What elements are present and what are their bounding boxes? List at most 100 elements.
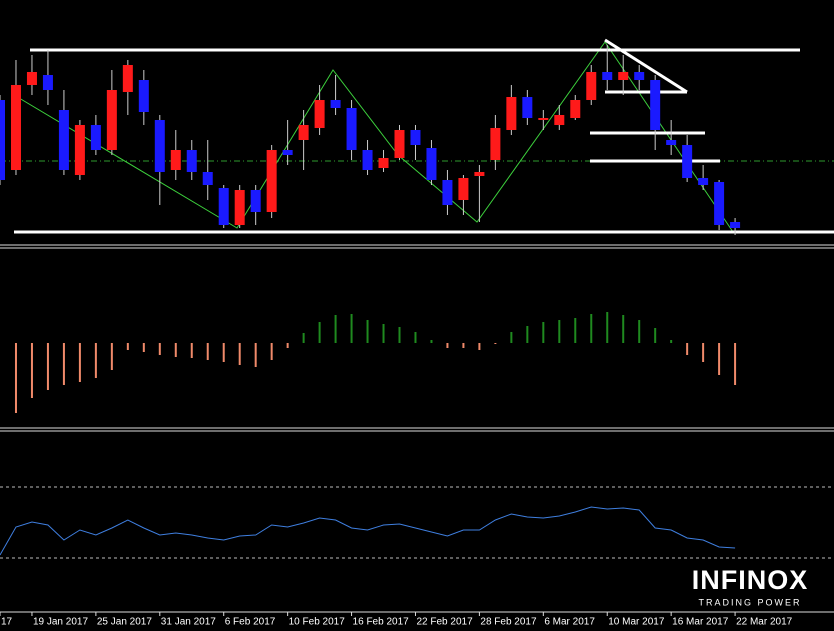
histogram-bar	[494, 343, 497, 344]
zigzag	[13, 41, 734, 233]
histogram-bar	[526, 326, 529, 343]
candle-body	[410, 130, 421, 145]
x-tick-label: 25 Jan 2017	[97, 617, 152, 628]
candle-body	[522, 97, 533, 118]
histogram-bar	[94, 343, 97, 378]
histogram-bar	[478, 343, 481, 350]
histogram-bar	[206, 343, 209, 360]
candle-body	[42, 75, 53, 90]
histogram-bar	[606, 312, 609, 343]
histogram-bar	[286, 343, 289, 348]
candle-body	[298, 125, 309, 140]
histogram-bar	[270, 343, 273, 360]
candle-body	[90, 125, 101, 150]
candle-body	[506, 97, 517, 130]
candle-body	[426, 148, 437, 180]
x-tick-label: 31 Jan 2017	[161, 617, 216, 628]
candle-body	[682, 145, 693, 178]
histogram-bar	[718, 343, 721, 375]
histogram-bar	[542, 322, 545, 343]
candle-body	[138, 80, 149, 112]
histogram-bar	[254, 343, 257, 367]
candle-body	[458, 178, 469, 200]
candle-body	[58, 110, 69, 170]
histogram-bar	[398, 327, 401, 343]
histogram-bar	[574, 318, 577, 343]
indicator-line	[0, 506, 736, 556]
candle-body	[0, 100, 5, 180]
histogram-bar	[558, 320, 561, 343]
histogram-bar	[14, 343, 17, 413]
histogram-bar	[510, 332, 513, 343]
candle-body	[602, 72, 613, 80]
histogram-bar	[414, 332, 417, 343]
x-tick-label: 22 Mar 2017	[736, 617, 793, 628]
histogram-bar	[446, 343, 449, 348]
x-tick-label: 10 Mar 2017	[608, 617, 665, 628]
histogram-bar	[366, 320, 369, 343]
histogram-bar	[142, 343, 145, 352]
candle-body	[730, 222, 741, 228]
candle-body	[634, 72, 645, 80]
histogram-bar	[590, 314, 593, 343]
histogram-bar	[46, 343, 49, 390]
candle-body	[586, 72, 597, 100]
logo-name: INFINOX	[692, 565, 809, 595]
candle-body	[314, 100, 325, 128]
candle-body	[234, 190, 245, 225]
histogram-bar	[334, 315, 337, 343]
logo-tagline: TRADING POWER	[698, 597, 801, 607]
histogram-bar	[30, 343, 33, 398]
histogram-bar	[462, 343, 465, 348]
candle-body	[666, 140, 677, 145]
candle-body	[698, 178, 709, 185]
trend-line	[604, 38, 688, 94]
candle-body	[650, 80, 661, 130]
histogram-bar	[686, 343, 689, 355]
candle-body	[490, 128, 501, 160]
annotations	[0, 38, 834, 234]
histogram-bar	[430, 340, 433, 343]
candle-body	[250, 190, 261, 212]
candle-body	[218, 188, 229, 225]
candle-body	[618, 72, 629, 80]
x-tick-label: 6 Mar 2017	[544, 617, 595, 628]
candle-body	[554, 115, 565, 125]
candle-body	[570, 100, 581, 118]
x-tick-label: 22 Feb 2017	[416, 617, 473, 628]
candle-body	[346, 108, 357, 150]
candle-body	[154, 120, 165, 172]
histogram-bar	[382, 324, 385, 343]
x-tick-label: 19 Jan 2017	[33, 617, 88, 628]
x-tick-label: 6 Feb 2017	[225, 617, 276, 628]
candle-body	[26, 72, 37, 85]
histogram-bar	[190, 343, 193, 358]
candle-body	[714, 182, 725, 225]
logo: INFINOX TRADING POWER	[692, 565, 809, 607]
candle-body	[266, 150, 277, 212]
candle-body	[538, 118, 549, 120]
x-tick-label: 17	[1, 617, 13, 628]
separators	[0, 244, 834, 613]
x-tick-label: 16 Mar 2017	[672, 617, 729, 628]
candle-body	[282, 150, 293, 155]
candle-body	[330, 100, 341, 108]
histogram-bar	[110, 343, 113, 370]
histogram-bar	[318, 322, 321, 343]
candle-body	[170, 150, 181, 170]
histogram-bar	[734, 343, 737, 385]
histogram-bar	[638, 320, 641, 343]
x-tick-label: 28 Feb 2017	[480, 617, 537, 628]
candle-body	[378, 158, 389, 168]
candle-body	[362, 150, 373, 170]
histogram-bar	[158, 343, 161, 355]
candle-body	[106, 90, 117, 150]
histogram-bar	[302, 333, 305, 343]
candle-body	[202, 172, 213, 185]
histogram-bar	[622, 315, 625, 343]
histogram-bar	[174, 343, 177, 357]
histogram-bar	[222, 343, 225, 362]
histogram-bar	[238, 343, 241, 365]
